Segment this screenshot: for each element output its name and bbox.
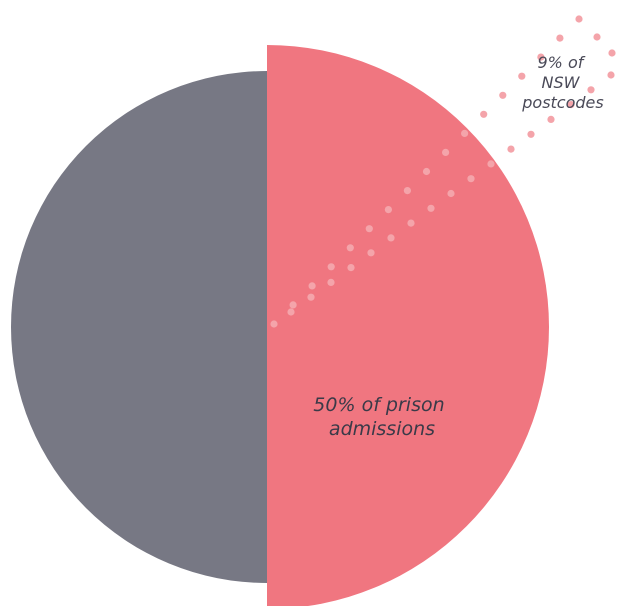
prison-admissions-label: 50% of prison admissions [313, 394, 450, 440]
wedge-dot [347, 264, 355, 272]
wedge-dot [537, 53, 545, 61]
postcodes-label-line-2: NSW [541, 73, 580, 92]
wedge-dot [556, 34, 564, 42]
wedge-dot [367, 249, 375, 257]
prison-label-line-1: 50% of prison [313, 394, 444, 416]
wedge-dot [270, 320, 278, 328]
wedge-dot [447, 189, 455, 198]
wedge-dot [327, 278, 335, 286]
wedge-dot [527, 130, 535, 138]
postcode-dotted-wedge [270, 15, 616, 328]
wedge-dot [422, 167, 431, 176]
pie-slice-other [11, 71, 267, 583]
wedge-dot [287, 308, 295, 316]
wedge-dot [442, 148, 450, 156]
wedge-dot [518, 72, 526, 80]
wedge-dot [608, 49, 616, 57]
wedge-dot [547, 115, 555, 123]
postcodes-label-line-3: postcodes [521, 93, 603, 112]
wedge-dot [593, 33, 601, 41]
wedge-dot [567, 101, 575, 109]
wedge-dot [387, 234, 395, 242]
wedge-dot [403, 187, 411, 195]
wedge-dot [365, 225, 373, 233]
wedge-dot [587, 86, 595, 94]
pie-slice-prison-admissions [267, 45, 549, 606]
wedge-dot [507, 145, 515, 153]
wedge-dot [427, 204, 435, 212]
postcodes-label: 9% of NSW postcodes [521, 53, 603, 112]
wedge-dot [307, 293, 315, 301]
wedge-dot [480, 110, 488, 118]
wedge-dot [327, 263, 335, 271]
wedge-dot [499, 91, 507, 99]
wedge-dot [607, 71, 615, 79]
wedge-dot [487, 160, 495, 168]
wedge-dot [407, 219, 415, 227]
wedge-dot [575, 15, 583, 23]
wedge-dot [289, 301, 297, 309]
postcodes-label-line-1: 9% of [538, 53, 586, 72]
wedge-dot [384, 206, 392, 214]
wedge-dot [308, 282, 316, 290]
prison-label-line-2: admissions [329, 418, 435, 440]
wedge-dot [461, 129, 469, 137]
wedge-dot [467, 175, 475, 183]
wedge-dot [346, 244, 354, 252]
